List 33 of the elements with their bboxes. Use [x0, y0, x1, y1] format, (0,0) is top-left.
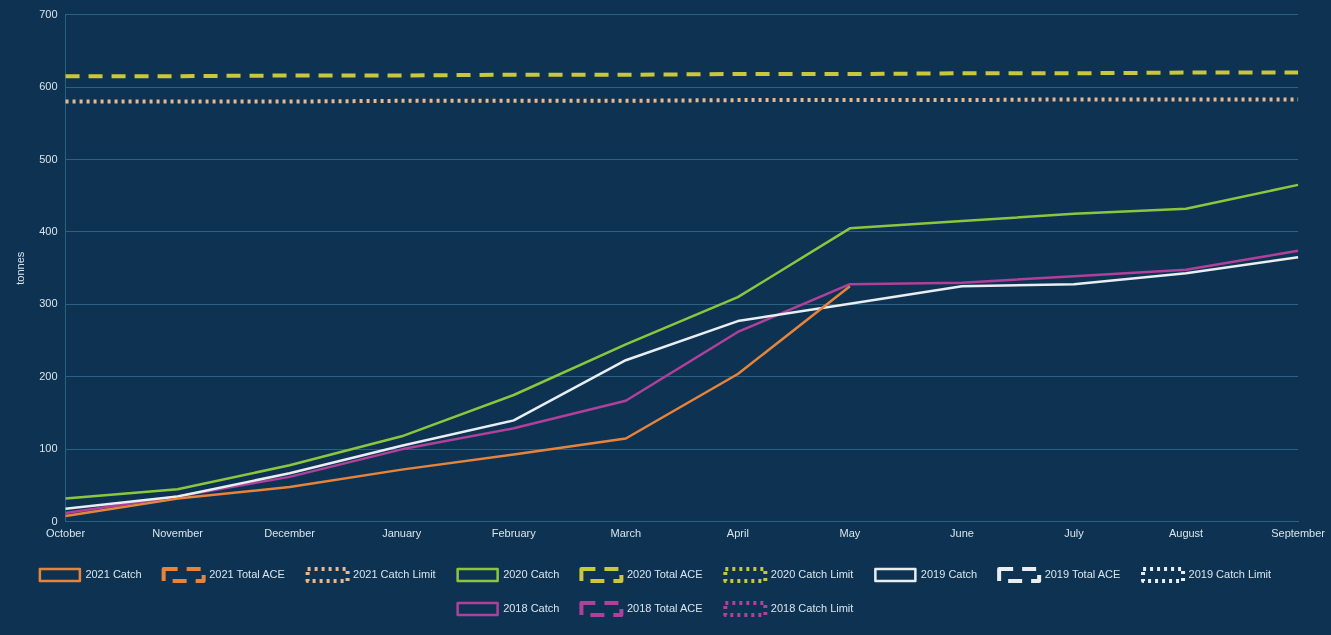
x-tick-label: December — [264, 527, 316, 540]
x-tick-label: September — [1271, 527, 1326, 540]
legend-label: 2019 Total ACE — [1044, 568, 1121, 581]
legend-label: 2021 Total ACE — [209, 568, 285, 581]
x-tick-label: March — [610, 527, 642, 540]
y-tick-label: 700 — [39, 7, 58, 20]
x-tick-label: May — [839, 527, 861, 540]
x-tick-label: April — [726, 527, 749, 540]
y-tick-label: 400 — [39, 225, 58, 237]
legend-label: 2018 Catch — [503, 602, 560, 615]
legend-label: 2020 Catch — [503, 568, 560, 581]
legend-label: 2021 Catch — [85, 568, 142, 581]
x-tick-label: October — [45, 527, 86, 540]
y-tick-label: 300 — [39, 297, 58, 310]
legend-label: 2019 Catch — [920, 568, 978, 581]
y-tick-label: 600 — [39, 80, 58, 93]
x-tick-label: August — [1168, 527, 1204, 540]
legend-label: 2018 Total ACE — [626, 602, 703, 615]
x-tick-label: June — [950, 527, 974, 540]
y-axis-title: tonnes — [13, 251, 26, 285]
y-tick-label: 100 — [39, 442, 58, 455]
legend-label: 2021 Catch Limit — [353, 568, 436, 581]
x-tick-label: November — [152, 527, 204, 540]
legend-label: 2019 Catch Limit — [1188, 568, 1272, 581]
y-tick-label: 0 — [51, 514, 58, 527]
x-tick-label: January — [382, 527, 422, 540]
legend-label: 2020 Catch Limit — [770, 568, 854, 581]
legend-label: 2018 Catch Limit — [770, 602, 854, 615]
x-tick-label: February — [491, 527, 537, 540]
y-tick-label: 200 — [39, 369, 58, 382]
legend-label: 2020 Total ACE — [626, 568, 703, 581]
y-tick-label: 500 — [39, 152, 58, 165]
x-tick-label: July — [1064, 527, 1085, 540]
